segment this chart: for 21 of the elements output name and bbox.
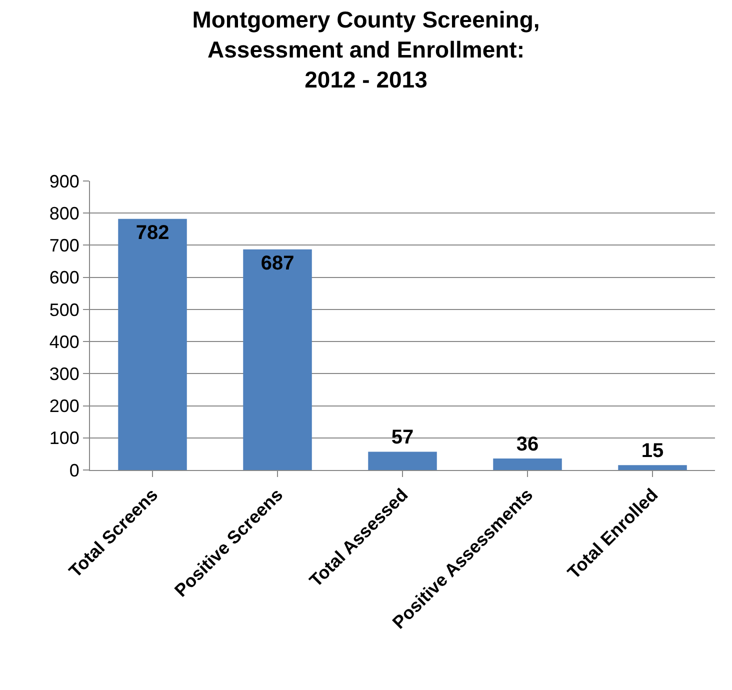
bar	[118, 218, 187, 470]
data-label: 687	[260, 252, 294, 274]
y-tick-label: 500	[49, 300, 80, 320]
bar	[243, 249, 312, 470]
bar	[368, 452, 437, 470]
y-tick-label: 200	[49, 396, 80, 416]
y-tick-label: 300	[49, 364, 80, 384]
bar	[618, 465, 687, 470]
data-label: 57	[391, 426, 414, 449]
y-tick-label: 0	[69, 460, 80, 480]
y-tick-label: 900	[49, 171, 80, 192]
y-tick-label: 600	[49, 268, 80, 288]
chart-title: Montgomery County Screening, Assessment and Enrollment: 2012 - 2013	[192, 6, 540, 92]
data-label: 36	[516, 433, 539, 456]
y-tick-label: 700	[49, 236, 80, 256]
bar	[493, 458, 562, 470]
y-tick-label: 100	[49, 428, 80, 448]
y-tick-label: 400	[49, 332, 80, 352]
data-label: 782	[136, 222, 170, 244]
data-label: 15	[641, 440, 664, 462]
y-tick-label: 800	[49, 203, 80, 224]
